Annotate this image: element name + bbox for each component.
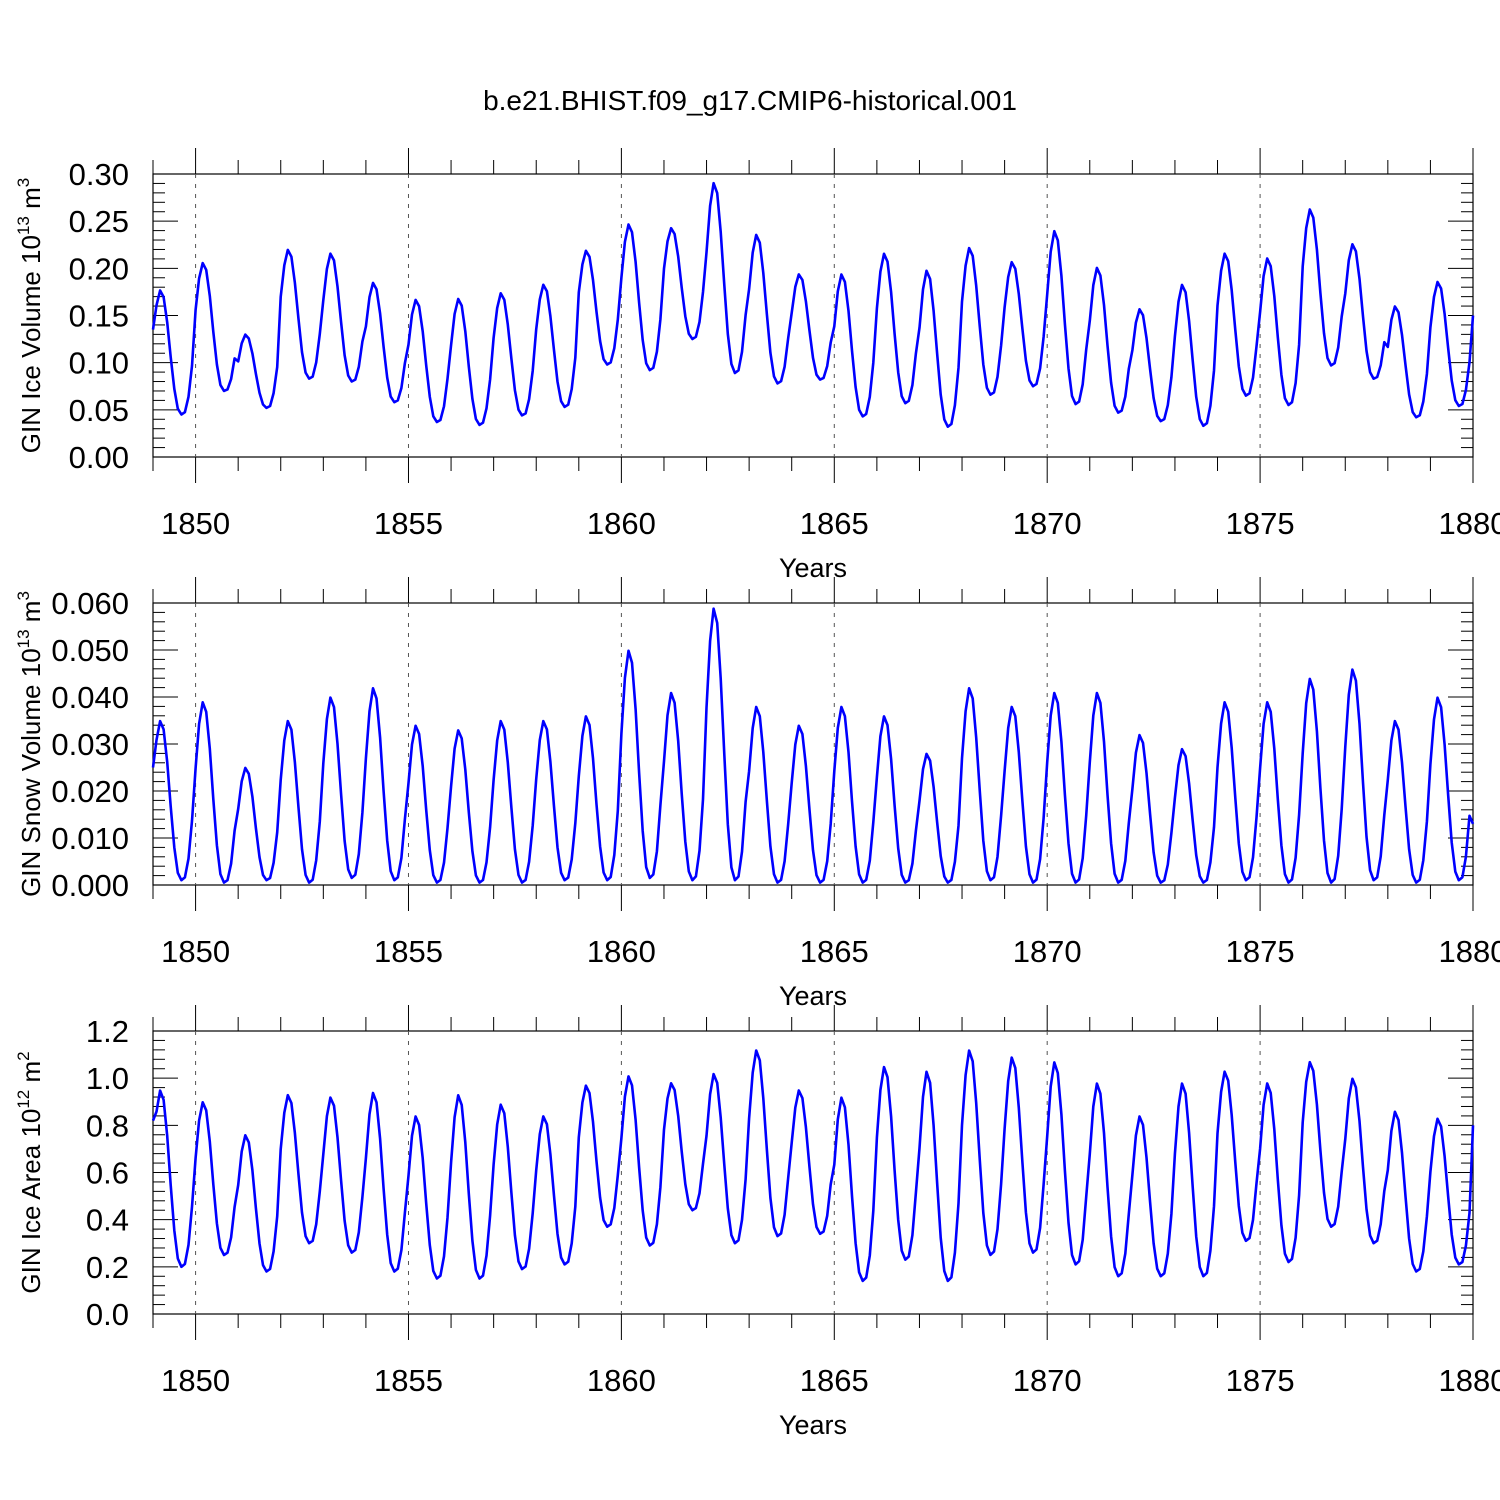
y-tick-label: 0.000 — [51, 868, 129, 903]
y-tick-label: 0.8 — [86, 1108, 129, 1143]
y-tick-label: 0.0 — [86, 1297, 129, 1332]
y-tick-label: 0.060 — [51, 586, 129, 621]
y-tick-label: 0.15 — [69, 299, 129, 334]
chart-panel-3: 0.0 0.2 0.4 0.6 0.8 1.0 1.2 1850 1855 1860 1865 187… — [14, 1005, 1500, 1440]
y-tick-label: 0.00 — [69, 440, 129, 475]
series-line — [151, 181, 1475, 428]
x-tick-label: 1870 — [1013, 1363, 1082, 1398]
y-tick-label: 0.20 — [69, 251, 129, 286]
y-axis-label: GIN Ice Area 1012 m2 — [14, 1051, 46, 1293]
plot-frame — [152, 1030, 1474, 1315]
y-tick-label: 0.6 — [86, 1156, 129, 1191]
y-axis-label: GIN Ice Volume 1013 m3 — [14, 178, 46, 454]
x-tick-label: 1855 — [374, 934, 443, 969]
x-axis-label: Years — [779, 553, 847, 583]
x-tick-label: 1880 — [1439, 934, 1500, 969]
y-tick-label: 0.10 — [69, 346, 129, 381]
x-tick-label: 1875 — [1226, 506, 1295, 541]
y-tick-label: 0.040 — [51, 680, 129, 715]
x-tick-label: 1865 — [800, 1363, 869, 1398]
y-tick-label: 0.2 — [86, 1250, 129, 1285]
x-tick-label: 1875 — [1226, 1363, 1295, 1398]
y-tick-label: 0.25 — [69, 204, 129, 239]
x-axis-label: Years — [779, 1410, 847, 1440]
x-tick-label: 1850 — [161, 506, 230, 541]
y-tick-label: 1.2 — [86, 1014, 129, 1049]
y-tick-label: 0.30 — [69, 157, 129, 192]
x-tick-label: 1855 — [374, 506, 443, 541]
x-tick-label: 1860 — [587, 506, 656, 541]
x-tick-label: 1865 — [800, 506, 869, 541]
x-tick-label: 1870 — [1013, 506, 1082, 541]
y-axis-label: GIN Snow Volume 1013 m3 — [14, 591, 46, 897]
series-line — [151, 607, 1475, 884]
y-tick-label: 0.020 — [51, 774, 129, 809]
panels: 0.00 0.05 0.10 0.15 0.20 0.25 0.30 1850 1855 1860… — [14, 148, 1500, 1440]
figure-title: b.e21.BHIST.f09_g17.CMIP6-historical.001 — [483, 85, 1017, 116]
x-tick-label: 1875 — [1226, 934, 1295, 969]
x-tick-label: 1880 — [1439, 1363, 1500, 1398]
x-axis-label: Years — [779, 981, 847, 1011]
x-tick-label: 1850 — [161, 1363, 230, 1398]
x-tick-label: 1855 — [374, 1363, 443, 1398]
x-tick-label: 1880 — [1439, 506, 1500, 541]
y-tick-label: 0.05 — [69, 393, 129, 428]
series-line — [151, 1049, 1475, 1283]
x-tick-label: 1865 — [800, 934, 869, 969]
chart-panel-2: 0.000 0.010 0.020 0.030 0.040 0.050 0.060 1850 1… — [14, 577, 1500, 1011]
x-tick-label: 1850 — [161, 934, 230, 969]
y-tick-label: 0.4 — [86, 1203, 129, 1238]
y-tick-label: 0.010 — [51, 821, 129, 856]
x-tick-label: 1860 — [587, 934, 656, 969]
x-tick-label: 1870 — [1013, 934, 1082, 969]
y-tick-label: 1.0 — [86, 1061, 129, 1096]
chart-panel-1: 0.00 0.05 0.10 0.15 0.20 0.25 0.30 1850 1855 1860… — [14, 148, 1500, 583]
y-tick-label: 0.030 — [51, 727, 129, 762]
x-tick-label: 1860 — [587, 1363, 656, 1398]
y-tick-label: 0.050 — [51, 633, 129, 668]
